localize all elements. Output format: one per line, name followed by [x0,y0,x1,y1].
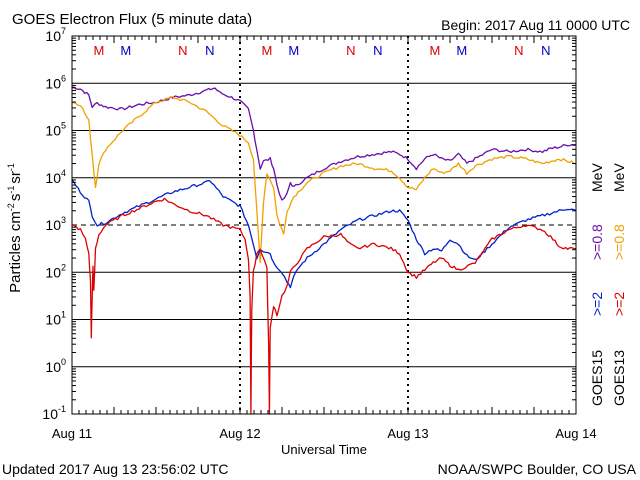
y-tick-label: 100 [45,357,66,375]
mn-marker: N [373,43,382,58]
y-tick-exponent: 3 [61,215,66,225]
y-tick-exponent: 4 [61,168,66,178]
mn-marker: M [261,43,272,58]
y-tick-label: 107 [45,26,66,44]
y-tick-exponent: 0 [61,357,66,367]
y-tick-label: 106 [45,73,66,91]
y-tick-base: 10 [45,217,61,233]
mn-marker: M [456,43,467,58]
mn-marker: M [429,43,440,58]
legend-goes13: GOES13 [611,350,627,406]
series-line-goes15-0-8-mev [71,86,577,201]
y-axis-label-sr: sr [7,171,24,184]
series-line-goes13-0-8-mev [71,96,577,264]
y-tick-label: 10-1 [42,404,66,422]
y-axis-label: Particles cm-2s-1sr-1 [6,163,24,293]
y-tick-base: 10 [45,170,61,186]
mn-marker: N [205,43,214,58]
y-tick-base: 10 [45,123,61,139]
y-tick-label: 103 [45,215,66,233]
x-tick-label: Aug 12 [219,426,260,441]
y-tick-exponent: -1 [58,404,66,414]
legend: GOES15 GOES13 >=2 >=2 >=0.8 >=0.8 MeV Me… [589,163,627,406]
series-line-goes15-2-mev [71,179,577,289]
legend-goes13-2mev: >=2 [611,292,627,316]
mn-marker: M [93,43,104,58]
x-tick-label: Aug 13 [387,426,428,441]
series-line-goes13-2-mev [71,197,577,415]
y-tick-label: 102 [45,262,66,280]
mn-marker: N [346,43,355,58]
data-series [71,86,577,415]
grid-lines [72,36,576,414]
y-axis-label-exp3: -1 [6,163,16,171]
mn-marker: M [288,43,299,58]
x-tick-label: Aug 11 [52,426,92,441]
x-tick-label: Aug 14 [555,426,596,441]
y-axis-label-exp2: -1 [6,186,16,194]
y-tick-exponent: 7 [61,26,66,36]
legend-goes15-2mev: >=2 [589,292,605,316]
y-axis-label-exp1: -2 [6,203,16,211]
legend-mev-1: MeV [589,163,605,192]
x-tick-labels: Aug 11 Aug 12 Aug 13 Aug 14 [52,426,597,441]
mn-marker: M [120,43,131,58]
legend-goes13-08mev: >=0.8 [611,224,627,260]
legend-goes15: GOES15 [589,350,605,406]
y-tick-base: 10 [45,264,61,280]
y-tick-base: 10 [45,359,61,375]
x-axis-label: Universal Time [281,442,367,457]
tick-marks [72,36,576,414]
chart-title: GOES Electron Flux (5 minute data) [12,11,252,28]
y-axis-label-s: s [7,194,24,202]
y-tick-exponent: 1 [61,310,66,320]
y-tick-base: 10 [45,75,61,91]
credit-text: NOAA/SWPC Boulder, CO USA [438,461,637,477]
mn-marker: N [541,43,550,58]
legend-mev-2: MeV [611,163,627,192]
updated-timestamp: Updated 2017 Aug 13 23:56:02 UTC [2,461,229,477]
y-tick-base: 10 [45,312,61,328]
y-tick-label: 101 [45,310,66,328]
y-tick-exponent: 6 [61,73,66,83]
y-tick-base: 10 [45,28,61,44]
legend-goes15-08mev: >=0.8 [589,224,605,260]
y-tick-label: 105 [45,121,66,139]
begin-label: Begin: 2017 Aug 11 0000 UTC [441,17,630,33]
y-tick-exponent: 2 [61,262,66,272]
mn-marker: N [178,43,187,58]
y-axis-label-base: Particles cm [7,211,24,293]
y-tick-exponent: 5 [61,121,66,131]
y-tick-base: 10 [42,406,58,422]
mn-marker: N [514,43,523,58]
y-tick-label: 104 [45,168,66,186]
